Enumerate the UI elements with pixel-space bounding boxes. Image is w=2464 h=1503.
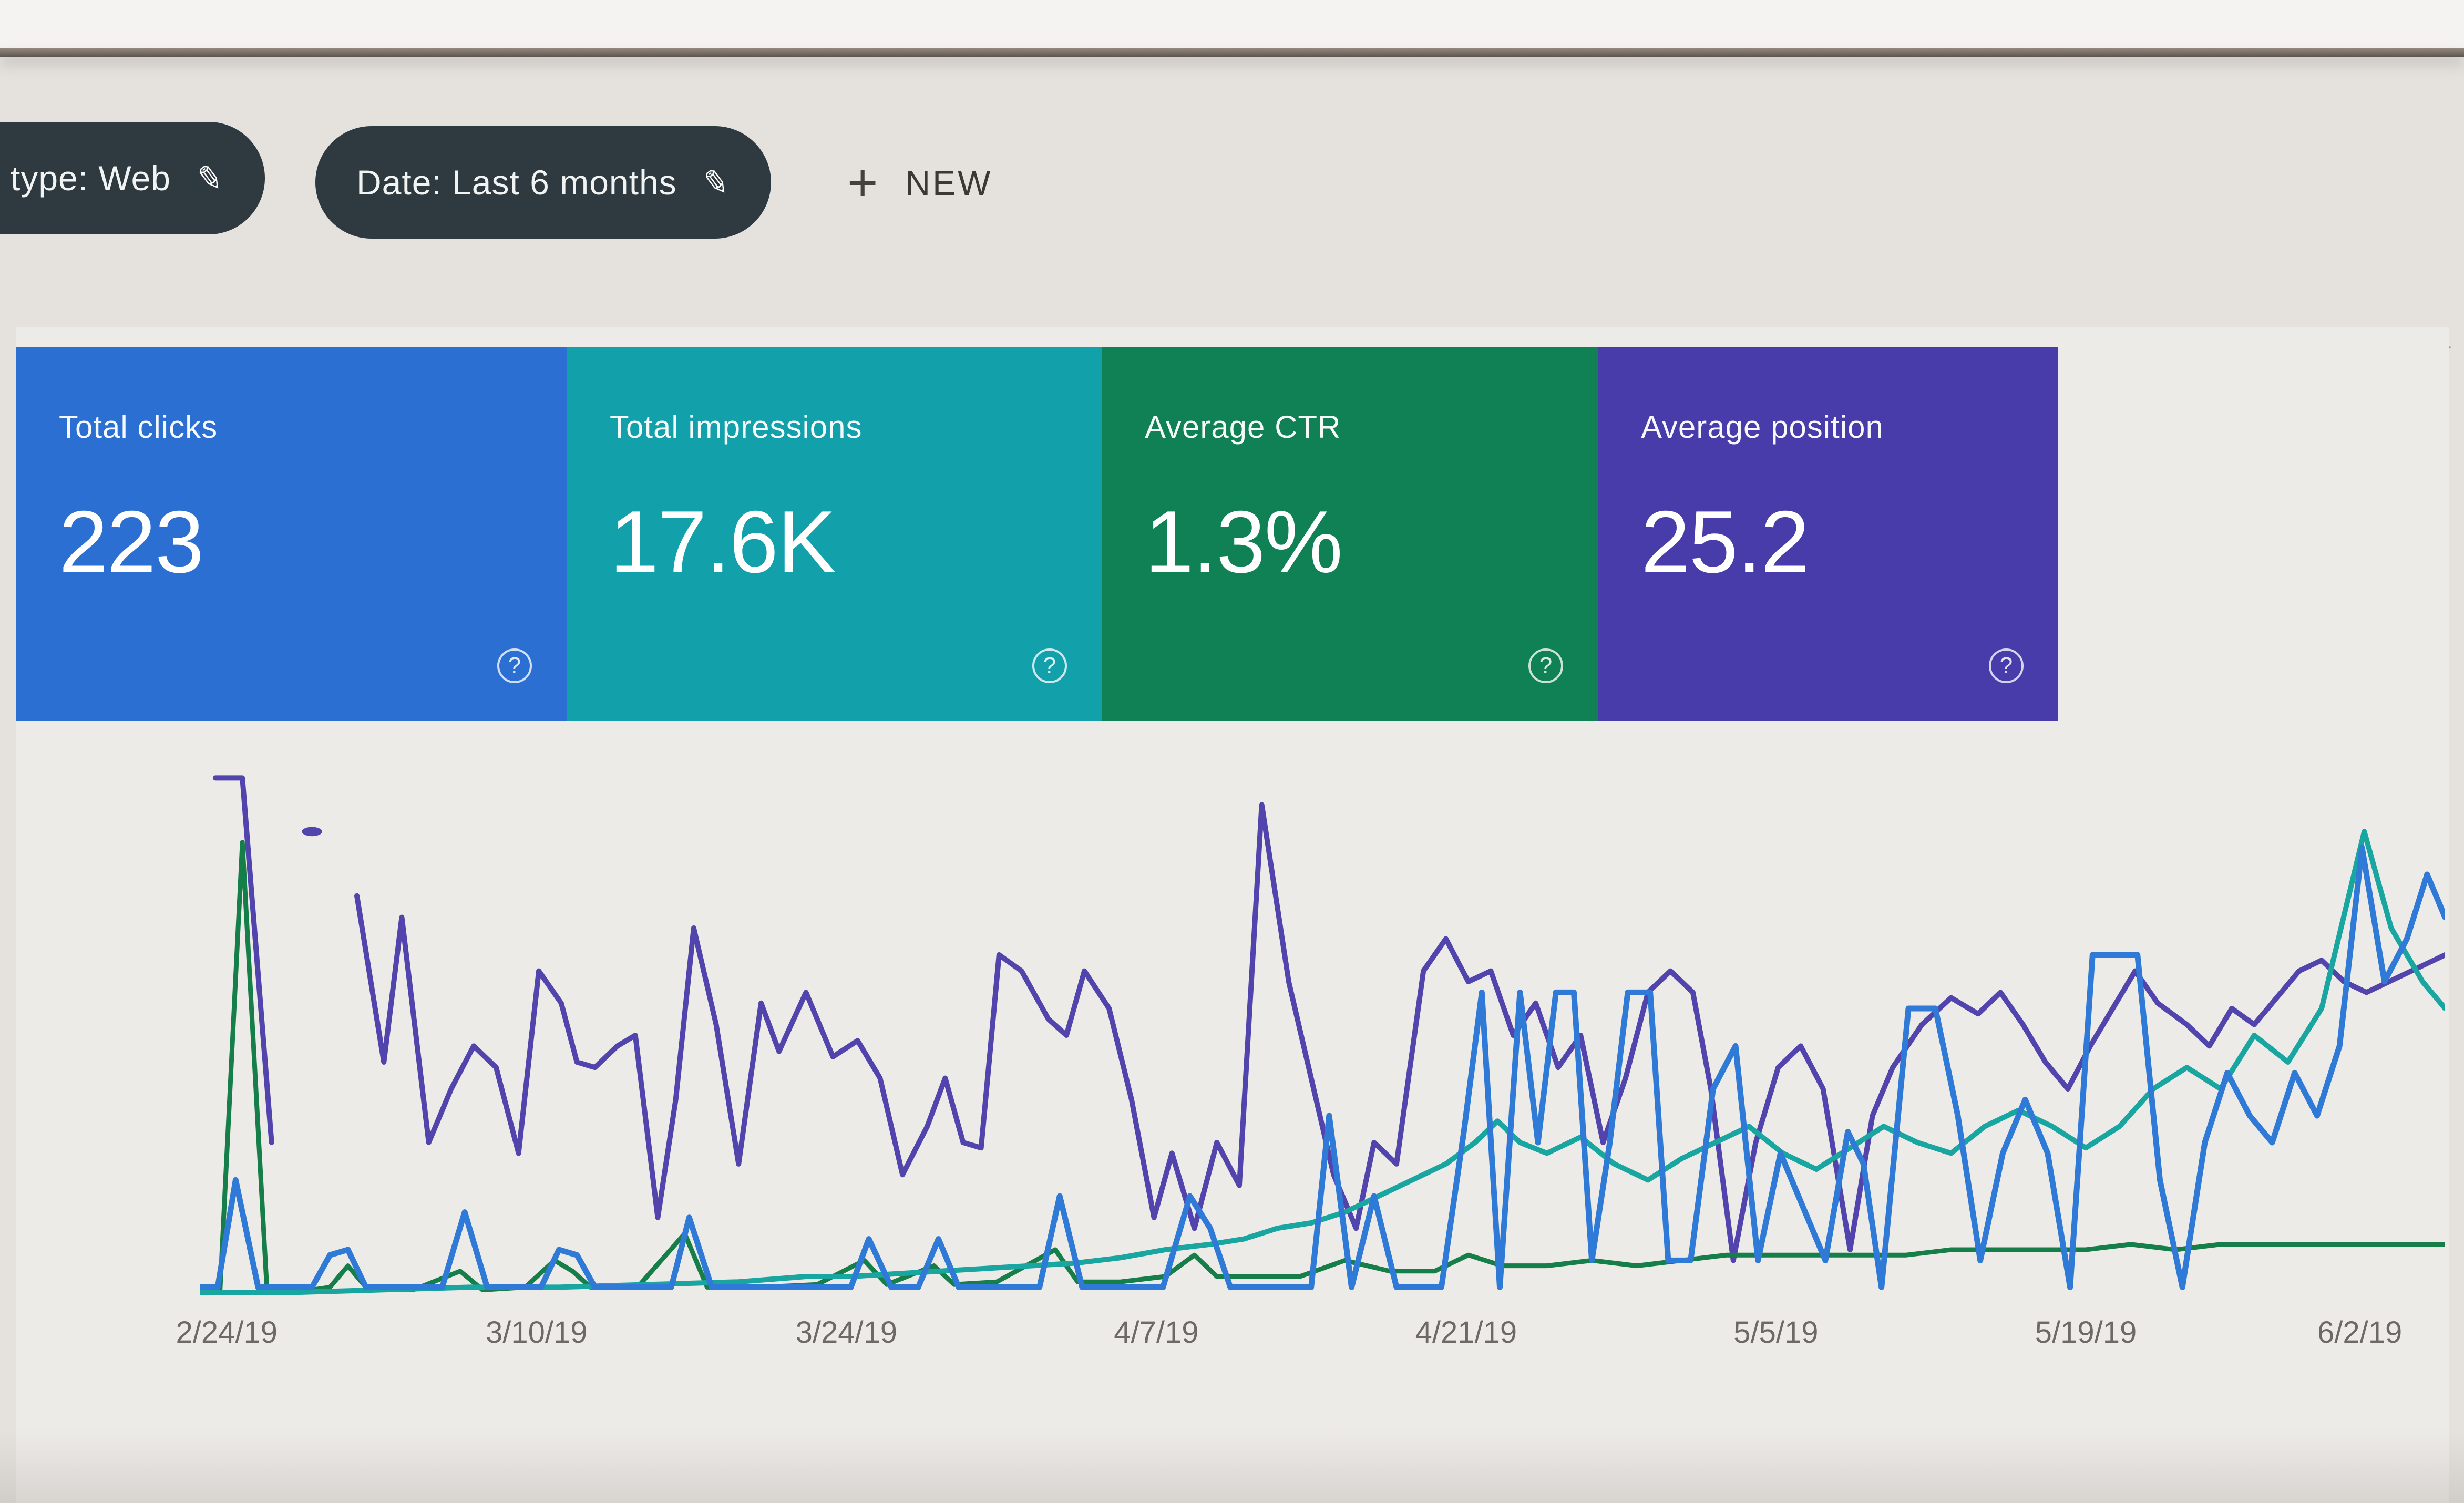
header-divider-line [0,48,2464,57]
performance-chart-svg [200,767,2445,1303]
series-line-total-clicks [200,848,2445,1287]
series-line-average-position [215,778,272,1142]
help-icon[interactable]: ? [1032,648,1067,683]
x-axis-tick: 5/19/19 [2035,1315,2137,1350]
x-axis-tick: 6/2/19 [2317,1315,2403,1350]
card-label: Total clicks [59,409,218,445]
new-filter-button-label: NEW [905,163,993,202]
monitor-top-strip [0,0,2464,48]
plus-icon: + [847,153,878,212]
series-line-average-position [357,805,2445,1260]
card-value: 223 [59,492,204,591]
card-value: 1.3% [1145,492,1343,591]
chart-x-axis: 2/24/19 3/10/19 3/24/19 4/7/19 4/21/19 5/5/19… [176,1315,2445,1362]
x-axis-tick: 5/5/19 [1733,1315,1819,1350]
performance-chart[interactable] [200,767,2445,1303]
card-value: 25.2 [1641,492,1810,591]
metric-card-total-clicks[interactable]: Total clicks 223 ? [16,347,567,721]
filter-chip-date-range-label: Date: Last 6 months [356,163,677,202]
help-icon[interactable]: ? [1528,648,1563,683]
metric-card-average-position[interactable]: Average position 25.2 ? [1598,347,2058,721]
card-label: Total impressions [610,409,863,445]
card-label: Average position [1641,409,1884,445]
series-line-average-ctr [200,842,2445,1293]
edit-pencil-icon: ✎ [699,163,733,203]
new-filter-button[interactable]: + NEW [847,141,992,225]
filter-bar: type: Web ✎ Date: Last 6 months ✎ + NEW … [0,110,2464,355]
x-axis-tick: 4/7/19 [1114,1315,1199,1350]
help-icon[interactable]: ? [1989,648,2024,683]
series-point-average-position [302,827,322,837]
performance-report-panel: Total clicks 223 ? Total impressions 17.… [16,327,2449,1503]
help-icon[interactable]: ? [497,648,532,683]
summary-cards-row: Total clicks 223 ? Total impressions 17.… [16,347,2058,721]
x-axis-tick: 3/24/19 [795,1315,898,1350]
filter-chip-search-type-label: type: Web [11,159,171,198]
x-axis-tick: 2/24/19 [176,1315,278,1350]
card-value: 17.6K [610,492,836,591]
metric-card-average-ctr[interactable]: Average CTR 1.3% ? [1102,347,1598,721]
filter-chip-date-range[interactable]: Date: Last 6 months ✎ [315,126,771,239]
x-axis-tick: 4/21/19 [1415,1315,1517,1350]
series-line-total-impressions [200,831,2445,1292]
metric-card-total-impressions[interactable]: Total impressions 17.6K ? [567,347,1102,721]
x-axis-tick: 3/10/19 [486,1315,588,1350]
edit-pencil-icon: ✎ [193,159,227,199]
filter-chip-search-type[interactable]: type: Web ✎ [0,122,265,234]
card-label: Average CTR [1145,409,1341,445]
